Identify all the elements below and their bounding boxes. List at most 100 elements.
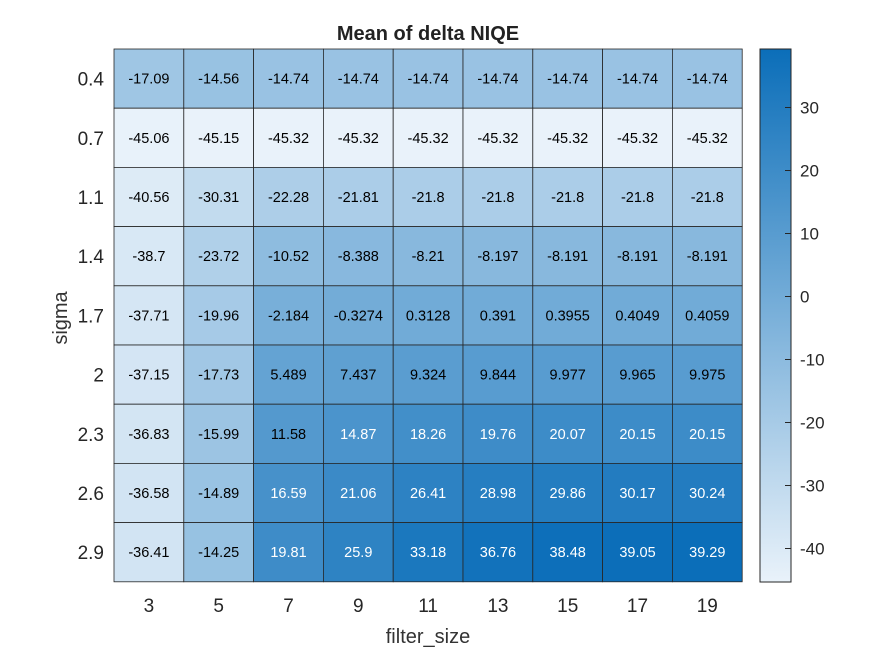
heatmap-cell-value: -38.7 <box>132 249 165 265</box>
y-tick-label: 1.4 <box>78 247 105 268</box>
heatmap-cell-value: -22.28 <box>268 190 309 206</box>
heatmap-cell-value: 21.06 <box>340 486 376 502</box>
heatmap-cell <box>322 462 394 523</box>
x-tick-label: 13 <box>487 596 508 617</box>
heatmap-cell <box>253 344 324 405</box>
heatmap-cell-value: 30.17 <box>619 486 655 502</box>
colorbar-ticks: -40 -30 -20 -10 0 10 20 30 <box>785 99 825 559</box>
heatmap-cell-value: 19.81 <box>270 545 306 561</box>
heatmap-cell <box>113 285 185 346</box>
y-tick-label: 1.7 <box>78 306 104 327</box>
heatmap-cell-value: -36.83 <box>128 427 169 443</box>
heatmap-cell-value: 16.59 <box>270 486 306 502</box>
colorbar-tick-label: 0 <box>800 288 809 307</box>
y-tick-label: 2.6 <box>78 484 104 505</box>
heatmap-cell-value: -14.74 <box>687 72 728 88</box>
x-axis-label: filter_size <box>386 626 470 648</box>
heatmap-cell <box>113 166 185 227</box>
heatmap-cell <box>532 166 603 227</box>
heatmap-cell-value: -45.32 <box>547 131 588 147</box>
heatmap-cell <box>672 285 743 346</box>
heatmap-cell <box>672 522 743 583</box>
heatmap-cell-value: -8.191 <box>687 249 728 265</box>
heatmap-cell-value: 0.4059 <box>685 308 729 324</box>
y-tick-label: 0.4 <box>78 70 105 91</box>
heatmap-cell <box>392 166 464 227</box>
heatmap-cell <box>183 166 255 227</box>
heatmap-cell <box>672 107 743 168</box>
heatmap-cell-value: 0.4049 <box>615 308 659 324</box>
heatmap-cell-value: 29.86 <box>550 486 586 502</box>
heatmap-cell-value: 9.977 <box>550 368 586 384</box>
heatmap-cell-value: 26.41 <box>410 486 446 502</box>
heatmap-cell-value: 5.489 <box>270 368 306 384</box>
heatmap-cell-value: 0.391 <box>480 308 516 324</box>
heatmap-cell-value: -17.73 <box>198 368 239 384</box>
chart-title: Mean of delta NIQE <box>337 23 519 45</box>
colorbar-gradient <box>759 48 792 583</box>
heatmap-cell <box>672 226 743 287</box>
heatmap-cell <box>392 462 464 523</box>
heatmap-cell-value: -17.09 <box>128 72 169 88</box>
heatmap-cell-value: 7.437 <box>340 368 376 384</box>
heatmap-cell-value: 11.58 <box>271 427 306 443</box>
heatmap-cell-value: 19.76 <box>480 427 516 443</box>
heatmap-cell <box>113 48 185 109</box>
heatmap-cell <box>532 403 603 464</box>
heatmap-cell-value: 9.965 <box>619 368 655 384</box>
x-tick-label: 15 <box>557 596 578 617</box>
heatmap-cell <box>322 166 394 227</box>
heatmap-cell <box>253 285 324 346</box>
heatmap-cell-value: 39.05 <box>619 545 655 561</box>
heatmap-cell-value: 39.29 <box>689 545 725 561</box>
heatmap-cell-value: 20.07 <box>550 427 586 443</box>
x-tick-label: 11 <box>418 596 438 617</box>
heatmap-cell-value: -45.32 <box>477 131 518 147</box>
heatmap-cell-value: -15.99 <box>198 427 239 443</box>
heatmap-cell-value: -40.56 <box>128 190 169 206</box>
heatmap-cell <box>672 166 743 227</box>
x-tick-label: 7 <box>283 596 294 617</box>
heatmap-cell <box>113 107 185 168</box>
heatmap-cell <box>532 522 603 583</box>
heatmap-cell <box>322 107 394 168</box>
heatmap-cell-value: -21.81 <box>338 190 379 206</box>
heatmap-cell-value: 9.324 <box>410 368 446 384</box>
heatmap-cell-value: -21.8 <box>551 190 584 206</box>
heatmap-cell-value: -45.32 <box>338 131 379 147</box>
colorbar-tick-label: -30 <box>800 477 825 496</box>
heatmap-cell-value: -45.15 <box>198 131 239 147</box>
heatmap-cell <box>183 522 255 583</box>
heatmap-cell <box>602 226 673 287</box>
heatmap-cell-labels: -17.09 -14.56 -14.74 -14.74 -14.74 -14.74 -14.… <box>128 72 729 562</box>
colorbar-tick-label: 20 <box>800 162 819 181</box>
colorbar-tick-label: 30 <box>800 99 819 118</box>
heatmap-cell <box>322 48 394 109</box>
heatmap-cell <box>113 344 185 405</box>
heatmap-cell <box>532 462 603 523</box>
heatmap-cell-value: -14.89 <box>198 486 239 502</box>
heatmap-cell-value: -45.32 <box>687 131 728 147</box>
x-tick-label: 3 <box>144 596 155 617</box>
heatmap-cell-value: 20.15 <box>619 427 655 443</box>
heatmap-cell-value: -14.74 <box>477 72 518 88</box>
heatmap-cell-value: 36.76 <box>480 545 516 561</box>
heatmap-cell-value: -14.25 <box>198 545 239 561</box>
heatmap-cell <box>392 403 464 464</box>
heatmap-cell <box>322 344 394 405</box>
heatmap-cell <box>462 285 534 346</box>
heatmap-cell-value: 9.975 <box>689 368 725 384</box>
heatmap-cell <box>602 48 673 109</box>
heatmap-cell-value: -21.8 <box>481 190 514 206</box>
heatmap-cell <box>392 48 464 109</box>
heatmap-cell <box>183 344 255 405</box>
heatmap-cell <box>253 462 324 523</box>
heatmap-cell-value: 18.26 <box>410 427 446 443</box>
heatmap-cell <box>322 285 394 346</box>
heatmap-cells <box>113 48 743 583</box>
heatmap-cell-value: -14.74 <box>338 72 379 88</box>
heatmap-cell <box>183 403 255 464</box>
heatmap-cell-value: -37.15 <box>128 368 169 384</box>
heatmap-cell <box>602 344 673 405</box>
x-tick-label: 9 <box>353 596 364 617</box>
